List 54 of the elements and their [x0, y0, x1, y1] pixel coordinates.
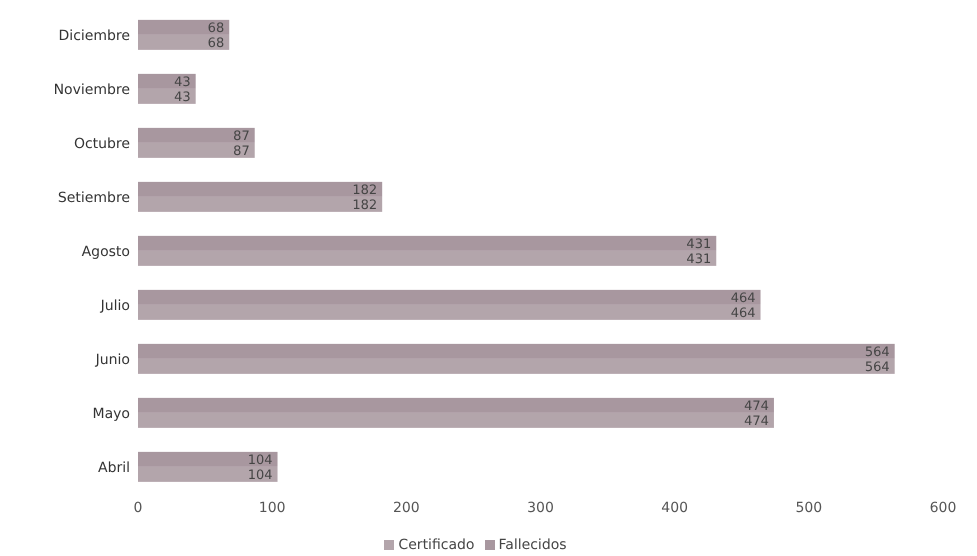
data-label: 43: [174, 90, 191, 105]
y-tick-label: Diciembre: [58, 28, 130, 44]
y-tick-label: Agosto: [82, 244, 130, 260]
bar: [138, 88, 196, 104]
bar: [138, 304, 761, 320]
bar: [138, 236, 716, 251]
bar: [138, 412, 774, 428]
data-label: 464: [730, 306, 756, 321]
bar: [138, 20, 230, 35]
bar: [138, 452, 278, 467]
data-label: 68: [208, 36, 224, 51]
x-tick-label: 300: [527, 500, 554, 516]
x-tick-label: 500: [795, 500, 822, 516]
data-label: 474: [744, 398, 769, 414]
data-label: 43: [174, 74, 191, 90]
data-label: 104: [248, 468, 273, 483]
data-label: 87: [233, 128, 250, 144]
legend-label: Fallecidos: [498, 537, 567, 553]
bar: [138, 466, 278, 482]
y-tick-label: Octubre: [74, 136, 130, 152]
data-label: 68: [208, 20, 224, 36]
y-tick-label: Setiembre: [58, 190, 130, 206]
data-label: 182: [352, 198, 378, 213]
y-tick-label: Julio: [100, 298, 130, 314]
bar: [138, 182, 382, 197]
x-tick-label: 100: [258, 500, 286, 516]
bar: [138, 250, 716, 266]
data-label: 182: [352, 182, 378, 198]
y-tick-label: Abril: [98, 460, 130, 476]
x-tick-label: 600: [930, 500, 956, 516]
bar: [138, 196, 382, 212]
bar: [138, 358, 895, 374]
data-label: 87: [233, 144, 250, 159]
y-tick-label: Mayo: [92, 406, 130, 422]
bar: [138, 290, 761, 305]
y-tick-label: Junio: [94, 352, 130, 368]
data-label: 564: [864, 360, 890, 375]
bar: [138, 344, 895, 359]
y-tick-label: Noviembre: [54, 82, 130, 98]
data-label: 564: [864, 344, 890, 360]
x-tick-label: 400: [661, 500, 688, 516]
legend-label: Certificado: [398, 537, 474, 553]
x-tick-label: 0: [134, 500, 142, 516]
x-tick-label: 200: [392, 500, 420, 516]
bar: [138, 128, 255, 143]
data-label: 474: [744, 414, 769, 429]
bar: [138, 142, 255, 158]
data-label: 431: [686, 236, 712, 252]
data-label: 464: [730, 290, 756, 306]
data-label: 104: [248, 452, 273, 468]
bar: [138, 74, 196, 89]
bar: [138, 398, 774, 413]
data-label: 431: [686, 252, 712, 267]
bar: [138, 34, 230, 50]
